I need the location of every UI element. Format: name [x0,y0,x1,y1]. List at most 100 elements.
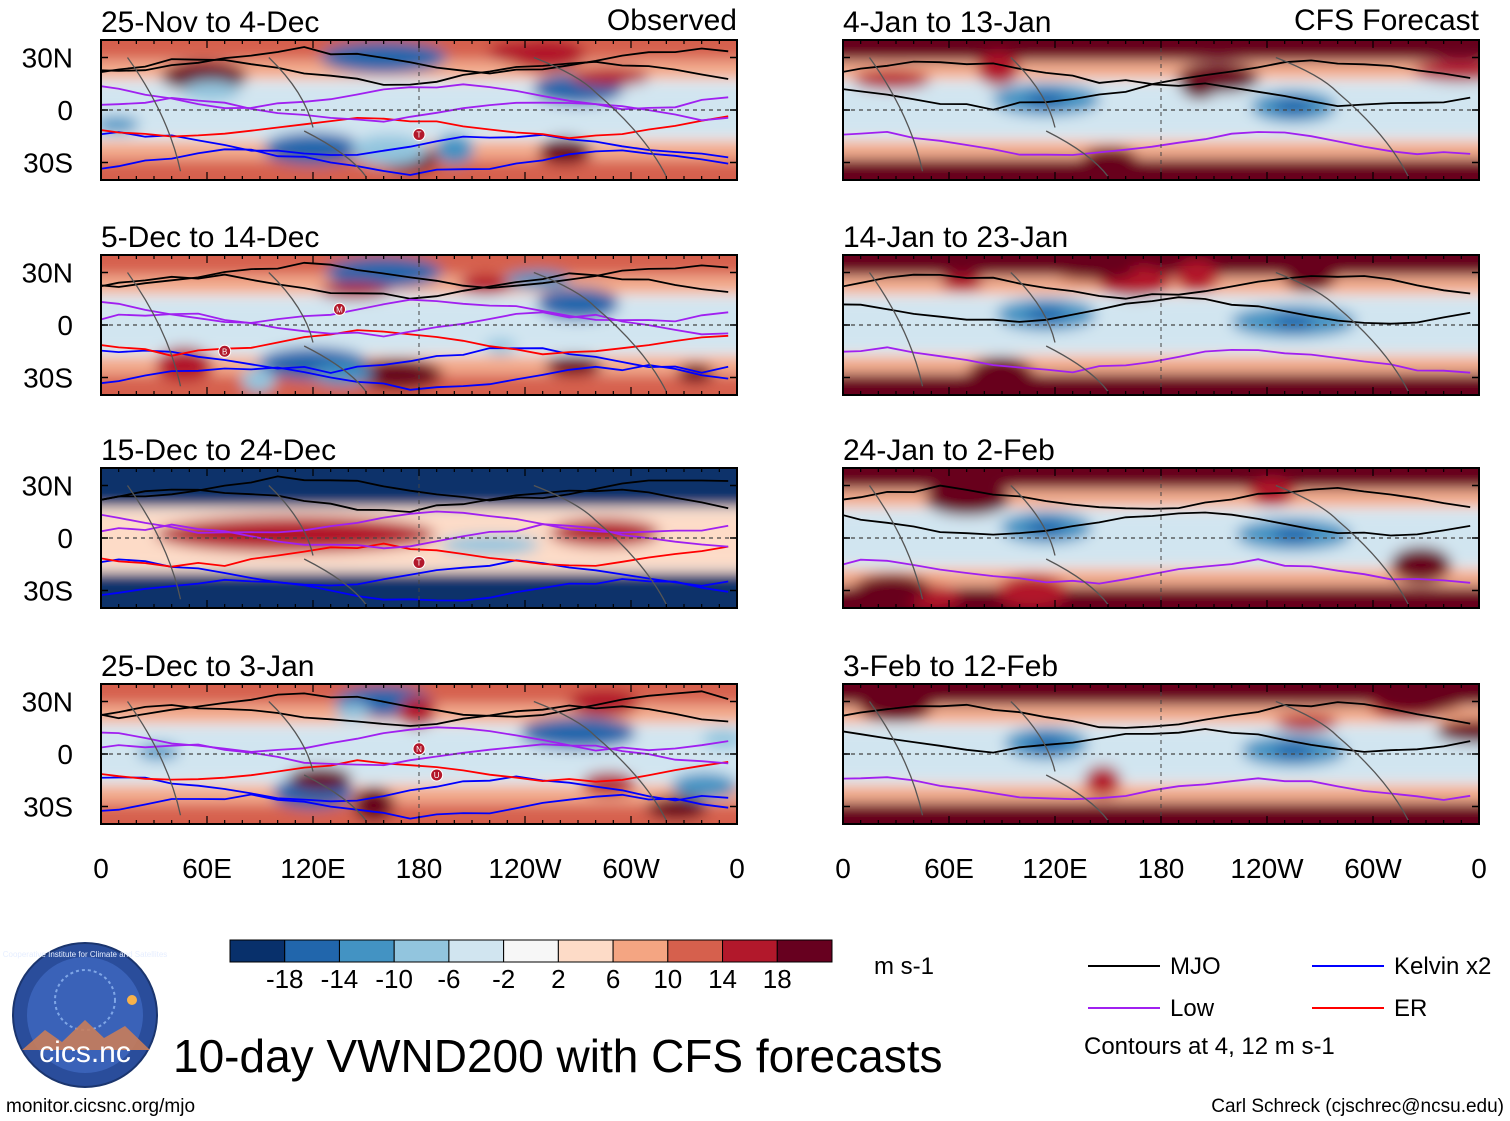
panel-period-label: 14-Jan to 23-Jan [843,221,1068,254]
x-tick-label: 0 [835,853,851,884]
panel-1: T 25-Nov to 4-Dec 30N 0 30S [22,6,738,181]
y-tick-label: 0 [57,523,73,554]
x-tick-label: 120E [1022,853,1087,884]
y-tick-label: 30N [22,687,73,718]
colorbar-swatch [448,939,505,963]
colorbar-label: -14 [321,964,359,994]
logo-ring-text: Cooperative Institute for Climate and Sa… [3,950,168,959]
contours [101,261,729,391]
panel-period-label: 15-Dec to 24-Dec [101,434,336,467]
contours [843,273,1471,374]
panel-5: 4-Jan to 13-Jan [842,6,1480,181]
legend-label: Low [1170,995,1215,1022]
coastlines [868,700,1409,821]
x-tick-label: 0 [1471,853,1487,884]
coastlines [126,700,667,821]
y-tick-label: 30S [23,792,73,823]
panel-8: 3-Feb to 12-Feb [842,650,1480,825]
panel-4: N U 25-Dec to 3-Jan 30N 0 30S [22,650,738,825]
panel-3: T 15-Dec to 24-Dec 30N 0 30S [22,434,738,609]
panel-period-label: 25-Nov to 4-Dec [101,6,319,39]
system-marker-label: N [416,745,422,754]
contours [101,475,729,602]
panel-period-label: 25-Dec to 3-Jan [101,650,314,683]
y-tick-label: 30N [22,258,73,289]
x-tick-label: 180 [1138,853,1185,884]
system-marker: T [412,128,426,141]
colorbar-swatch [667,939,724,963]
colorbar-label: -2 [492,964,515,994]
y-tick-label: 30S [23,576,73,607]
colorbar-label: -10 [375,964,413,994]
coastlines [126,484,667,605]
colorbar-label: 18 [763,964,792,994]
colorbar-swatch [393,939,450,963]
colorbar-swatch [612,939,669,963]
legend-label: ER [1394,995,1427,1022]
contours [843,59,1471,156]
system-marker: U [430,768,444,782]
coastlines [126,271,667,392]
x-tick-label: 180 [396,853,443,884]
contours [843,484,1471,585]
cicsnc-logo: cics.nc Cooperative Institute for Climat… [3,942,168,1088]
colorbar-label: -18 [266,964,304,994]
system-marker-label: B [222,347,227,356]
y-tick-label: 30S [23,363,73,394]
colorbar: -18 -14 -10 -6 -2 2 6 10 14 18 [229,939,833,994]
source-url[interactable]: monitor.cicsnc.org/mjo [6,1096,195,1117]
coastlines [126,56,667,177]
colorbar-swatch [503,939,559,963]
axis-layer: 0 60E 120E 180 120W 60W 0 0 60E 120E 180 120W 60W 0 [93,853,1487,884]
legend-item-low: Low [1088,995,1215,1022]
panels-layer: T 25-Nov to 4-Dec 30N 0 30S M B 5-Dec to 14-Dec… [22,6,1480,825]
colorbar-swatch [338,939,395,963]
colorbar-label: 10 [653,964,682,994]
x-tick-label: 0 [729,853,745,884]
legend-item-mjo: MJO [1088,953,1221,980]
legend-item-kelvin-x2: Kelvin x2 [1312,953,1491,980]
colorbar-units: m s-1 [874,953,934,980]
contours [843,701,1471,801]
y-tick-label: 30N [22,471,73,502]
panel-period-label: 4-Jan to 13-Jan [843,6,1051,39]
x-tick-label: 60E [182,853,232,884]
x-tick-label: 60W [1344,853,1402,884]
system-marker-label: M [336,305,343,314]
coastlines [868,484,1409,605]
colorbar-label: 14 [708,964,737,994]
column-label-cfs: CFS Forecast [1294,4,1480,37]
x-tick-label: 0 [93,853,109,884]
x-tick-label: 120W [1230,853,1304,884]
panel-period-label: 3-Feb to 12-Feb [843,650,1058,683]
contour-note: Contours at 4, 12 m s-1 [1084,1033,1335,1060]
y-tick-label: 30N [22,43,73,74]
colorbar-swatch [722,939,778,963]
panel-6: 14-Jan to 23-Jan [842,221,1480,396]
system-marker-label: U [434,771,440,780]
colorbar-swatch [557,939,614,963]
y-tick-label: 0 [57,739,73,770]
coastlines [868,271,1409,392]
panel-period-label: 5-Dec to 14-Dec [101,221,319,254]
panel-2: M B 5-Dec to 14-Dec 30N 0 30S [22,221,738,396]
panel-7: 24-Jan to 2-Feb [842,434,1480,609]
colorbar-label: -6 [437,964,460,994]
y-tick-label: 0 [57,310,73,341]
colorbar-swatch [776,939,833,963]
panel-period-label: 24-Jan to 2-Feb [843,434,1055,467]
system-marker: T [412,556,426,569]
x-tick-label: 120E [280,853,345,884]
system-marker: B [218,344,232,358]
author-credit: Carl Schreck (cjschrec@ncsu.edu) [1211,1096,1504,1117]
system-marker-label: T [417,131,422,140]
y-tick-label: 0 [57,95,73,126]
colorbar-label: 2 [551,964,565,994]
logo-text: cics.nc [39,1036,131,1069]
x-tick-label: 120W [488,853,562,884]
legend-item-er: ER [1312,995,1427,1022]
system-marker: M [333,302,346,316]
contours [101,46,729,176]
system-marker: N [412,742,426,756]
